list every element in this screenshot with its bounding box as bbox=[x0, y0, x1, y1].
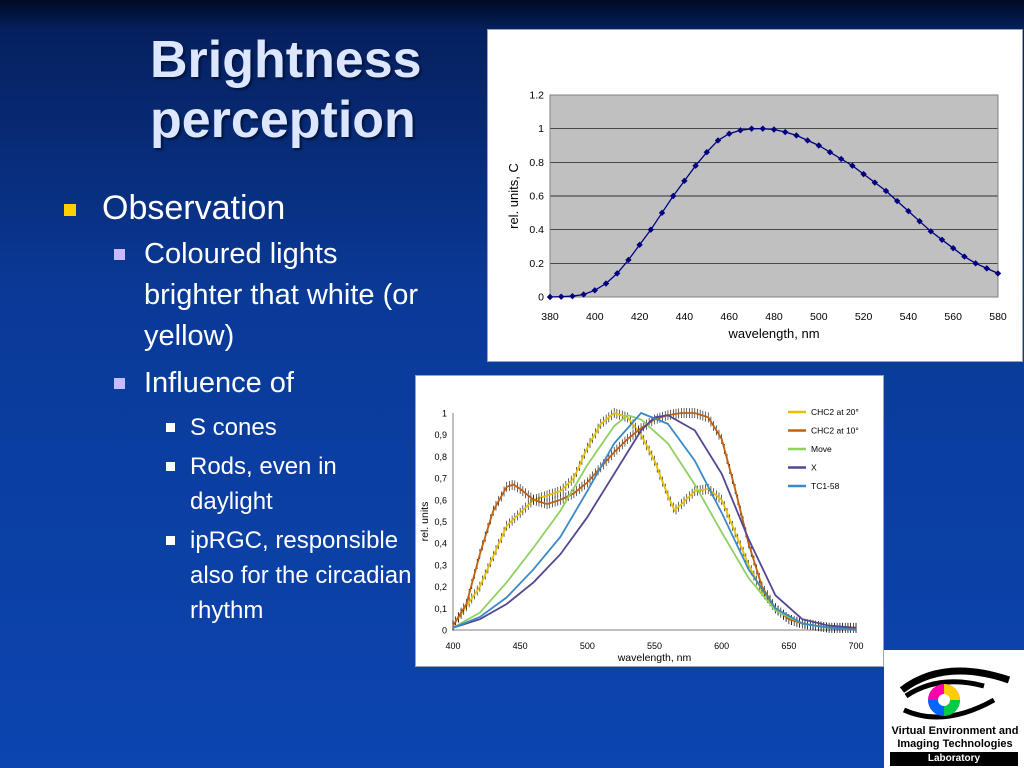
legend-label: X bbox=[811, 463, 817, 473]
data-point bbox=[905, 207, 912, 215]
y-tick-label: 0,5 bbox=[434, 517, 447, 527]
spectral-sensitivity-chart: 0 0,1 0,2 0,3 0,4 0,5 0,6 0,7 0,8 0,9 1 400 450 500 55… bbox=[415, 375, 884, 667]
bullet-marker bbox=[114, 249, 125, 260]
slide-title: Brightness perception bbox=[150, 30, 422, 150]
title-line-2: perception bbox=[150, 91, 416, 149]
luminosity-chart-svg: 0 0.2 0.4 0.6 0.8 1 1.2 380 400 420 440 460 480 500 52… bbox=[506, 90, 1007, 342]
y-tick-label: 0.6 bbox=[529, 191, 544, 203]
eye-logo-icon bbox=[899, 667, 1011, 720]
series-line bbox=[452, 411, 857, 631]
y-tick-label: 0,4 bbox=[434, 539, 447, 549]
y-axis-label: rel. units bbox=[419, 502, 431, 542]
x-tick-label: 520 bbox=[855, 311, 873, 323]
data-point bbox=[826, 149, 834, 156]
plot-border bbox=[549, 94, 999, 298]
data-point bbox=[804, 137, 811, 144]
x-tick-label: 700 bbox=[848, 641, 863, 651]
legend-label: TC1-58 bbox=[811, 481, 840, 491]
x-tick-label: 380 bbox=[541, 311, 559, 323]
x-tick-label: 500 bbox=[580, 641, 595, 651]
series-line bbox=[452, 411, 856, 629]
y-tick-label: 0.2 bbox=[529, 258, 544, 270]
bullet-marker bbox=[64, 204, 76, 216]
data-point bbox=[658, 209, 666, 217]
logo-lab-banner: Laboratory bbox=[890, 752, 1018, 766]
legend-label: CHC2 at 20° bbox=[811, 407, 859, 417]
x-tick-label: 400 bbox=[445, 641, 460, 651]
x-tick-label: 600 bbox=[714, 641, 729, 651]
y-tick-label: 0,9 bbox=[434, 430, 447, 440]
x-tick-label: 480 bbox=[765, 311, 783, 323]
data-point bbox=[770, 126, 778, 133]
y-tick-label: 1 bbox=[538, 123, 544, 135]
data-point bbox=[938, 236, 946, 243]
y-axis-label: rel. units, C bbox=[506, 163, 521, 229]
data-point bbox=[882, 187, 890, 195]
bullet-iprgc: ipRGC, responsible also for the circadia… bbox=[166, 523, 420, 628]
data-point bbox=[546, 293, 554, 301]
series-3 bbox=[452, 414, 857, 629]
y-tick-label: 0,1 bbox=[434, 604, 447, 614]
series-0 bbox=[546, 125, 1002, 301]
x-tick-label: 420 bbox=[631, 311, 649, 323]
x-tick-label: 650 bbox=[781, 641, 796, 651]
spectral-sensitivity-chart-svg: 0 0,1 0,2 0,3 0,4 0,5 0,6 0,7 0,8 0,9 1 400 450 500 55… bbox=[419, 407, 864, 664]
luminosity-chart: 0 0.2 0.4 0.6 0.8 1 1.2 380 400 420 440 460 480 500 52… bbox=[487, 29, 1023, 362]
bullet-marker bbox=[166, 423, 175, 432]
x-axis-label: wavelength, nm bbox=[617, 652, 692, 664]
x-tick-label: 540 bbox=[900, 311, 918, 323]
bullet-marker bbox=[166, 536, 175, 545]
series-line bbox=[452, 414, 857, 629]
data-point bbox=[636, 241, 643, 249]
x-tick-label: 550 bbox=[647, 641, 662, 651]
bullet-s-cones: S cones bbox=[166, 410, 420, 445]
series-4 bbox=[452, 411, 857, 631]
bullet-list: Observation Coloured lights brighter tha… bbox=[60, 188, 420, 632]
y-tick-label: 1 bbox=[442, 409, 447, 419]
y-tick-label: 0 bbox=[538, 292, 544, 304]
data-point bbox=[748, 125, 755, 132]
data-point bbox=[602, 280, 610, 287]
data-point bbox=[916, 218, 923, 225]
bullet-marker bbox=[166, 462, 175, 471]
series-2 bbox=[452, 414, 857, 631]
legend-label: CHC2 at 10° bbox=[811, 426, 859, 436]
y-tick-label: 0,3 bbox=[434, 560, 447, 570]
y-tick-label: 0 bbox=[442, 626, 447, 636]
bullet-influence-of: Influence of bbox=[114, 363, 420, 404]
y-tick-label: 0,7 bbox=[434, 474, 447, 484]
bullet-observation: Observation bbox=[60, 188, 420, 228]
data-point bbox=[793, 132, 800, 139]
x-tick-label: 580 bbox=[989, 311, 1007, 323]
x-tick-label: 560 bbox=[944, 311, 962, 323]
data-point bbox=[972, 260, 979, 267]
data-point bbox=[961, 253, 968, 260]
data-point bbox=[994, 270, 1002, 277]
y-tick-label: 0,8 bbox=[434, 452, 447, 462]
x-tick-label: 400 bbox=[586, 311, 604, 323]
x-tick-label: 450 bbox=[513, 641, 528, 651]
bullet-rods: Rods, even in daylight bbox=[166, 449, 420, 519]
y-tick-label: 0.8 bbox=[529, 157, 544, 169]
data-point bbox=[714, 137, 722, 144]
data-point bbox=[860, 170, 867, 178]
data-point bbox=[849, 162, 856, 169]
x-tick-label: 460 bbox=[720, 311, 738, 323]
x-axis-label: wavelength, nm bbox=[727, 326, 819, 341]
title-line-1: Brightness bbox=[150, 31, 422, 89]
logo-text: Virtual Environment and Imaging Technolo… bbox=[891, 725, 1019, 750]
x-tick-label: 440 bbox=[676, 311, 694, 323]
lab-logo: Virtual Environment and Imaging Technolo… bbox=[884, 650, 1024, 768]
y-tick-label: 0,6 bbox=[434, 495, 447, 505]
y-tick-label: 0.4 bbox=[529, 224, 544, 236]
series-line bbox=[452, 414, 857, 631]
legend-label: Move bbox=[811, 444, 832, 454]
bullet-coloured-lights: Coloured lights brighter that white (or … bbox=[114, 234, 420, 357]
x-tick-label: 500 bbox=[810, 311, 828, 323]
bullet-marker bbox=[114, 378, 125, 389]
data-point bbox=[692, 162, 699, 169]
y-tick-label: 1.2 bbox=[529, 90, 544, 102]
y-tick-label: 0,2 bbox=[434, 582, 447, 592]
